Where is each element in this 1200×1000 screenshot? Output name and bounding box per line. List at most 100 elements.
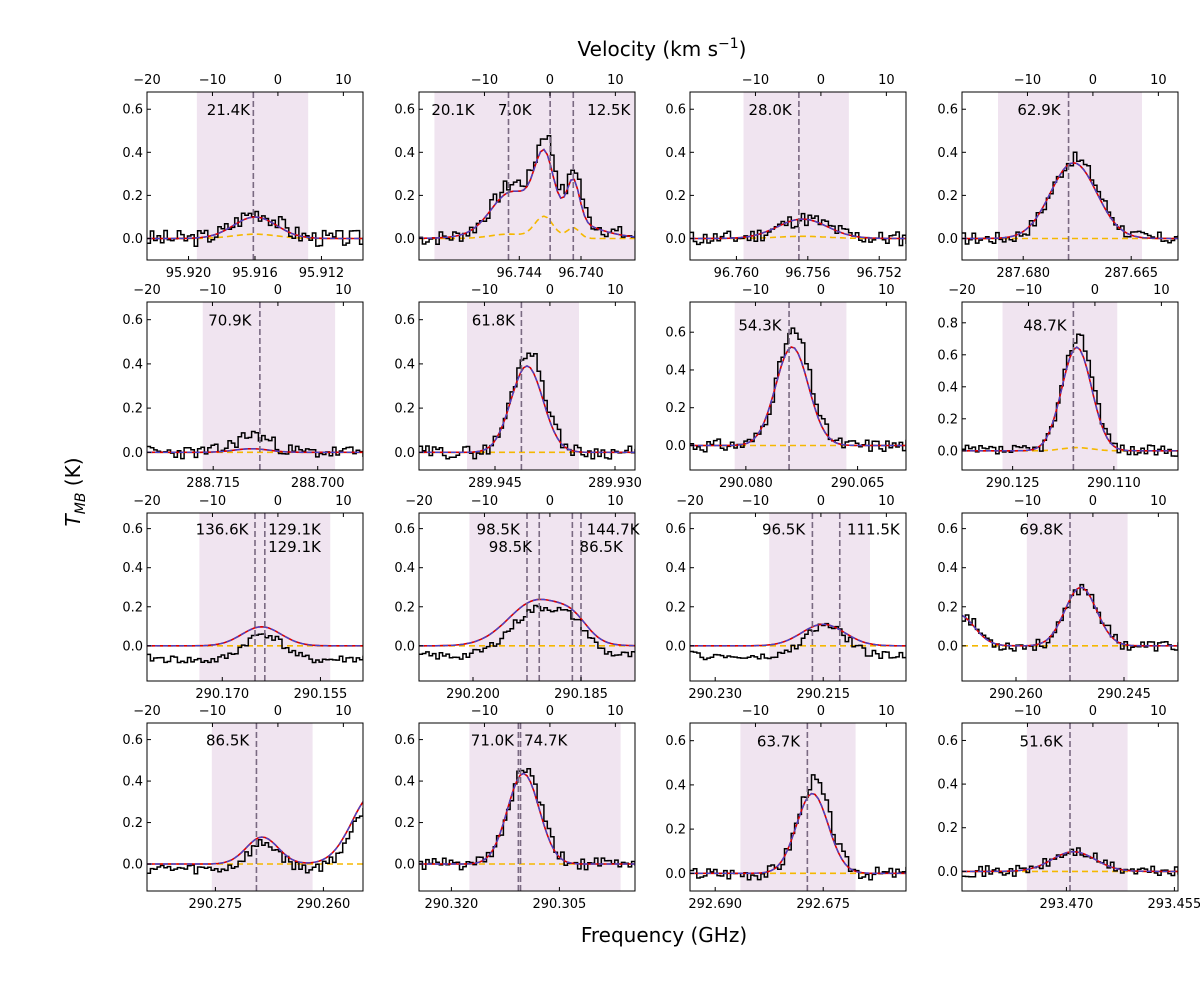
plot-area <box>147 513 363 681</box>
temperature-annotation: 61.8K <box>472 312 516 330</box>
velocity-tick-label: −10 <box>471 73 498 88</box>
plot-area <box>147 92 363 260</box>
spectrum-panel-8: 0.0 0.2 0.4 0.6 290.170 290.155 −20 −10 0 10 136.6… <box>122 494 364 702</box>
freq-tick-label: 95.920 <box>166 266 212 281</box>
spectrum-panel-2: 0.0 0.2 0.4 0.6 96.760 96.756 96.752 −10 0 10 28.0… <box>665 73 907 281</box>
plot-area <box>419 302 635 470</box>
velocity-tick-label: −20 <box>133 283 160 298</box>
model-fit-line <box>962 346 1178 452</box>
y-tick-label: 0.2 <box>394 402 415 417</box>
temperature-annotation: 111.5K <box>847 521 901 539</box>
model-fit-line <box>419 772 635 865</box>
velocity-tick-label: 0 <box>546 494 554 509</box>
freq-tick-label: 292.675 <box>796 897 850 912</box>
y-tick-label: 0.0 <box>665 639 686 654</box>
y-tick-label: 0.2 <box>665 600 686 615</box>
left-axis-title-end: (K) <box>61 458 85 493</box>
bottom-axis-title: Frequency (GHz) <box>581 923 747 947</box>
panel-frame <box>961 301 1179 471</box>
freq-tick-label: 290.230 <box>688 687 742 702</box>
plot-area <box>962 513 1178 681</box>
observed-spectrum-line <box>690 212 906 247</box>
velocity-tick-label: 0 <box>1089 704 1097 719</box>
freq-tick-label: 290.215 <box>796 687 850 702</box>
y-tick-label: 0.6 <box>937 348 958 363</box>
y-tick-label: 0.4 <box>937 380 958 395</box>
velocity-tick-label: −10 <box>471 494 498 509</box>
temperature-annotation: 86.5K <box>206 732 250 750</box>
y-tick-label: 0.2 <box>937 600 958 615</box>
freq-tick-label: 287.665 <box>1104 266 1158 281</box>
y-tick-label: 0.2 <box>122 600 143 615</box>
y-tick-label: 0.4 <box>937 778 958 793</box>
velocity-tick-label: −20 <box>133 704 160 719</box>
panel-frame <box>689 512 907 682</box>
velocity-tick-label: 0 <box>817 73 825 88</box>
spectrum-panel-3: 0.0 0.2 0.4 0.6 287.680 287.665 −10 0 10 62.9K <box>937 73 1179 281</box>
velocity-tick-label: 0 <box>546 73 554 88</box>
y-tick-label: 0.4 <box>394 775 415 790</box>
velocity-tick-label: 0 <box>817 283 825 298</box>
freq-tick-label: 96.740 <box>558 266 604 281</box>
spectrum-panel-13: 0.0 0.2 0.4 0.6 290.320 290.305 −10 0 10 71.0K 74.… <box>394 704 636 912</box>
plot-area <box>690 723 906 891</box>
temperature-annotation: 54.3K <box>738 317 782 335</box>
observed-spectrum-line <box>147 633 363 664</box>
y-tick-label: 0.2 <box>394 189 415 204</box>
integration-band <box>202 302 336 470</box>
spectrum-panel-11: 0.0 0.2 0.4 0.6 290.260 290.245 −10 0 10 69.8K <box>937 494 1179 702</box>
y-tick-label: 0.4 <box>122 146 143 161</box>
velocity-tick-label: −10 <box>199 283 226 298</box>
plot-area <box>690 513 906 681</box>
freq-tick-label: 290.080 <box>719 476 773 491</box>
y-tick-label: 0.6 <box>394 313 415 328</box>
freq-tick-label: 290.155 <box>294 687 348 702</box>
velocity-tick-label: −10 <box>1014 73 1041 88</box>
panel-frame <box>418 512 636 682</box>
spectrum-panel-10: 0.0 0.2 0.4 0.6 290.230 290.215 −20 −10 0 10 96.5K… <box>665 494 907 702</box>
velocity-tick-label: 10 <box>607 494 624 509</box>
model-fit-line <box>147 801 363 865</box>
y-tick-label: 0.0 <box>937 639 958 654</box>
integration-band <box>469 723 621 891</box>
spectrum-panel-15: 0.0 0.2 0.4 0.6 293.470 293.455 −10 0 10 51.6K <box>937 704 1200 912</box>
panel-frame <box>146 512 364 682</box>
y-tick-label: 0.6 <box>394 103 415 118</box>
y-tick-label: 0.0 <box>937 865 958 880</box>
freq-tick-label: 290.275 <box>189 897 243 912</box>
y-tick-label: 0.4 <box>122 561 143 576</box>
spectrum-panel-12: 0.0 0.2 0.4 0.6 290.275 290.260 −20 −10 0 10 86.5K <box>122 704 364 912</box>
velocity-tick-label: 0 <box>274 283 282 298</box>
velocity-tick-label: 0 <box>546 283 554 298</box>
y-tick-label: 0.6 <box>394 522 415 537</box>
temperature-annotation: 21.4K <box>207 101 251 119</box>
y-tick-label: 0.0 <box>122 232 143 247</box>
temperature-annotation: 74.7K <box>524 732 568 750</box>
model-fit-line <box>147 626 363 647</box>
velocity-tick-label: −20 <box>133 73 160 88</box>
temperature-annotation: 136.6K <box>196 521 250 539</box>
velocity-tick-label: 0 <box>274 494 282 509</box>
spectrum-panel-14: 0.0 0.2 0.4 0.6 292.690 292.675 −10 0 10 63.7K <box>665 704 907 912</box>
y-tick-label: 0.2 <box>122 189 143 204</box>
panel-frame <box>689 722 907 892</box>
velocity-tick-label: −10 <box>199 494 226 509</box>
model-fit-line <box>690 346 906 447</box>
velocity-tick-label: −20 <box>405 494 432 509</box>
temperature-annotation: 129.1K <box>268 538 322 556</box>
temperature-annotation: 28.0K <box>749 101 793 119</box>
model-fit-line <box>962 850 1178 873</box>
temperature-annotation: 129.1K <box>268 521 322 539</box>
y-tick-label: 0.6 <box>122 313 143 328</box>
velocity-tick-label: 10 <box>335 73 352 88</box>
y-tick-label: 0.4 <box>122 775 143 790</box>
spectrum-panel-4: 0.0 0.2 0.4 0.6 288.715 288.700 −20 −10 0 10 70.9K <box>122 283 364 491</box>
velocity-tick-label: 10 <box>1150 73 1167 88</box>
y-tick-label: 0.4 <box>394 561 415 576</box>
integration-band <box>769 513 870 681</box>
velocity-tick-label: −10 <box>1014 494 1041 509</box>
velocity-tick-label: 10 <box>878 704 895 719</box>
panel-frame <box>418 722 636 892</box>
freq-tick-label: 290.110 <box>1087 476 1141 491</box>
y-tick-label: 0.0 <box>122 639 143 654</box>
